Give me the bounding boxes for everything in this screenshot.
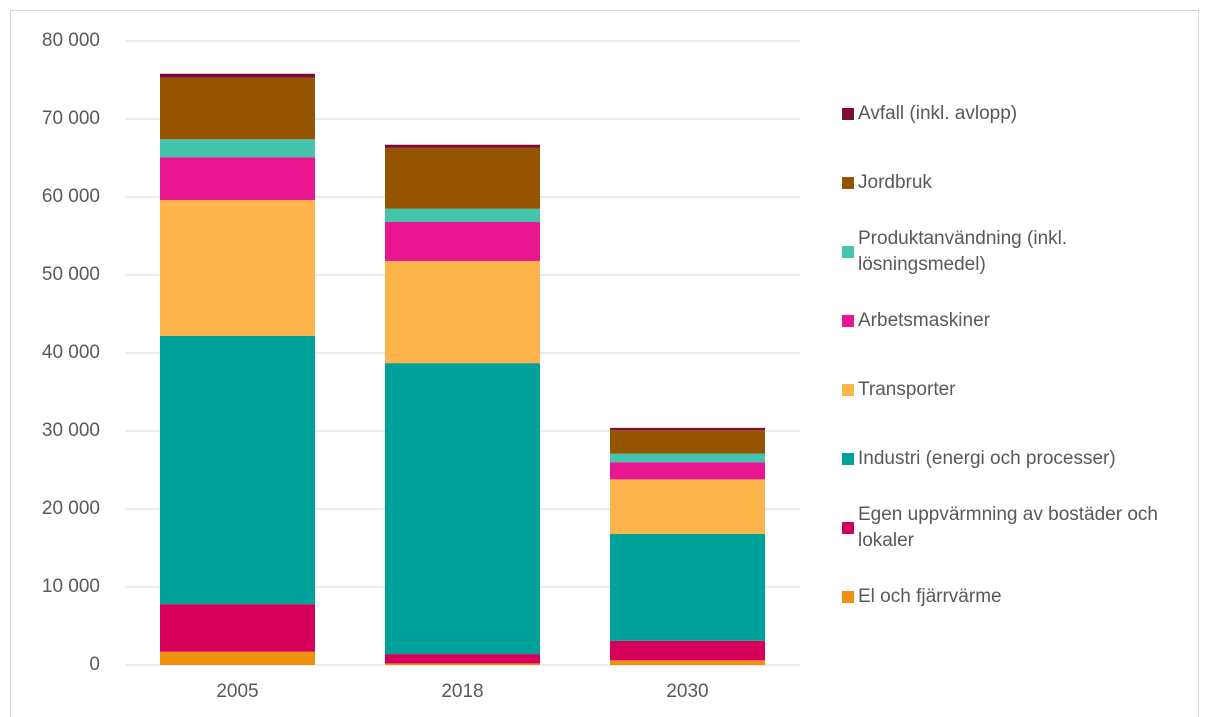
x-tick-label: 2030 [666,681,708,702]
y-tick-label: 60 000 [42,186,100,207]
legend-item: Egen uppvärmning av bostäder och lokaler [842,493,1187,562]
y-tick-label: 70 000 [42,108,100,129]
bar-segment [385,654,540,664]
y-tick-label: 10 000 [42,576,100,597]
x-tick-label: 2018 [441,681,483,702]
legend-item: Produktanvändning (inkl. lösningsmedel) [842,217,1187,286]
legend-label: El och fjärrvärme [858,585,1002,607]
bar-segment [160,200,315,336]
legend-swatch [842,245,854,258]
bar-segment [385,221,540,261]
legend-label: Avfall (inkl. avlopp) [858,102,1018,124]
bar-segment [160,157,315,201]
bar-segment [160,335,315,605]
legend-item: El och fjärrvärme [842,562,1187,631]
bar-segment [610,427,765,431]
legend-label: Industri (energi och processer) [858,447,1116,469]
y-tick-label: 20 000 [42,498,100,519]
bar-segment [385,363,540,655]
x-tick-label: 2005 [216,681,258,702]
bar-segment [610,430,765,454]
legend-swatch [842,383,854,396]
legend-swatch [842,590,854,603]
legend-label: Arbetsmaskiner [858,309,990,331]
legend-swatch [842,452,854,465]
legend-item: Avfall (inkl. avlopp) [842,79,1187,148]
y-tick-label: 0 [89,654,100,675]
legend-label: Jordbruk [858,171,932,193]
bar-segment [610,462,765,480]
bar-segment [160,651,315,665]
y-tick-label: 50 000 [42,264,100,285]
y-tick-label: 80 000 [42,30,100,51]
legend-swatch [842,176,854,189]
bar-segment [610,640,765,661]
legend-item: Industri (energi och processer) [842,424,1187,493]
legend-label: Transporter [858,378,956,400]
bar-segment [385,208,540,222]
y-tick-label: 30 000 [42,420,100,441]
legend: Avfall (inkl. avlopp) Jordbruk Produktanvä… [842,79,1187,631]
legend-swatch [842,521,854,534]
legend-label: Egen uppvärmning av bostäder och lokaler [858,503,1158,551]
legend-label: Produktanvändning (inkl. lösningsmedel) [858,227,1068,275]
bar-segment [385,663,540,665]
bar-segment [385,144,540,148]
y-tick-label: 40 000 [42,342,100,363]
bar-segment [160,604,315,652]
bar-segment [610,479,765,534]
bar-segment [385,260,540,364]
bar-segment [385,147,540,209]
legend-item: Transporter [842,355,1187,424]
bar-segment [160,73,315,78]
bar-segment [610,453,765,463]
legend-item: Arbetsmaskiner [842,286,1187,355]
bar-segment [610,660,765,665]
legend-item: Jordbruk [842,148,1187,217]
bar-segment [160,77,315,140]
legend-swatch [842,107,854,120]
bar-segment [160,139,315,158]
chart-border [10,10,1199,717]
legend-swatch [842,314,854,327]
bar-segment [610,533,765,641]
